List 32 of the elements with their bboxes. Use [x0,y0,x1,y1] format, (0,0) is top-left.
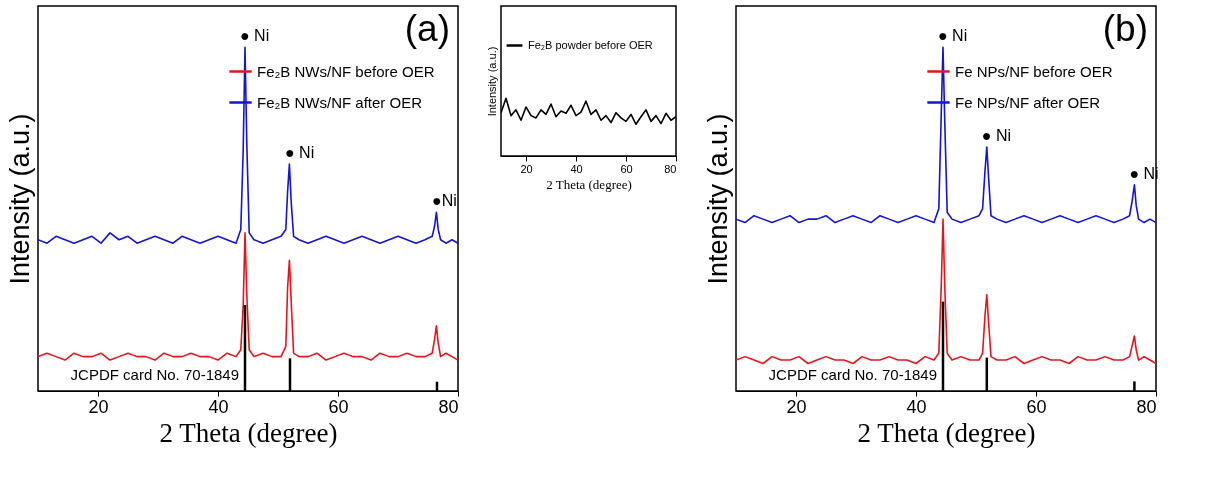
x-tick-label: 60 [1026,396,1047,417]
y-axis-title: Intensity (a.u.) [485,46,498,117]
annotation: ●Ni [432,192,457,210]
x-tick-label: 80 [1136,396,1157,417]
x-tick-label: 60 [620,162,633,175]
x-axis-title: 2 Theta (degree) [546,176,632,192]
x-tick-label: 80 [438,396,459,417]
annotation: ● Ni [938,27,968,45]
legend-label: Fe₂B powder before OER [528,38,653,51]
x-tick-label: 60 [328,396,349,417]
x-tick-label: 20 [88,396,109,417]
x-tick-label: 20 [520,162,533,175]
legend-label: Fe NPs/NF before OER [955,62,1113,80]
annotation: ● Ni [285,144,315,162]
x-tick-label: 40 [570,162,583,175]
x-tick-label: 20 [786,396,807,417]
x-axis-title: 2 Theta (degree) [159,417,338,448]
y-axis-title: Intensity (a.u.) [702,113,733,285]
legend-label: Fe₂B NWs/NF after OER [257,93,423,111]
y-axis-title: Intensity (a.u.) [4,113,35,285]
annotation: ● Ni [240,27,270,45]
annotation: (b) [1102,8,1148,49]
legend-label: Fe₂B NWs/NF before OER [257,62,435,80]
x-axis-title: 2 Theta (degree) [857,417,1036,448]
annotation: (a) [404,8,450,49]
series-label: JCPDF card No. 70-1849 [70,366,239,383]
x-tick-label: 40 [906,396,927,417]
annotation: ● Ni [981,126,1012,144]
x-tick-label: 40 [208,396,229,417]
x-tick-label: 80 [664,162,677,175]
legend-label: Fe NPs/NF after OER [955,93,1101,111]
series-label: JCPDF card No. 70-1849 [768,366,937,383]
